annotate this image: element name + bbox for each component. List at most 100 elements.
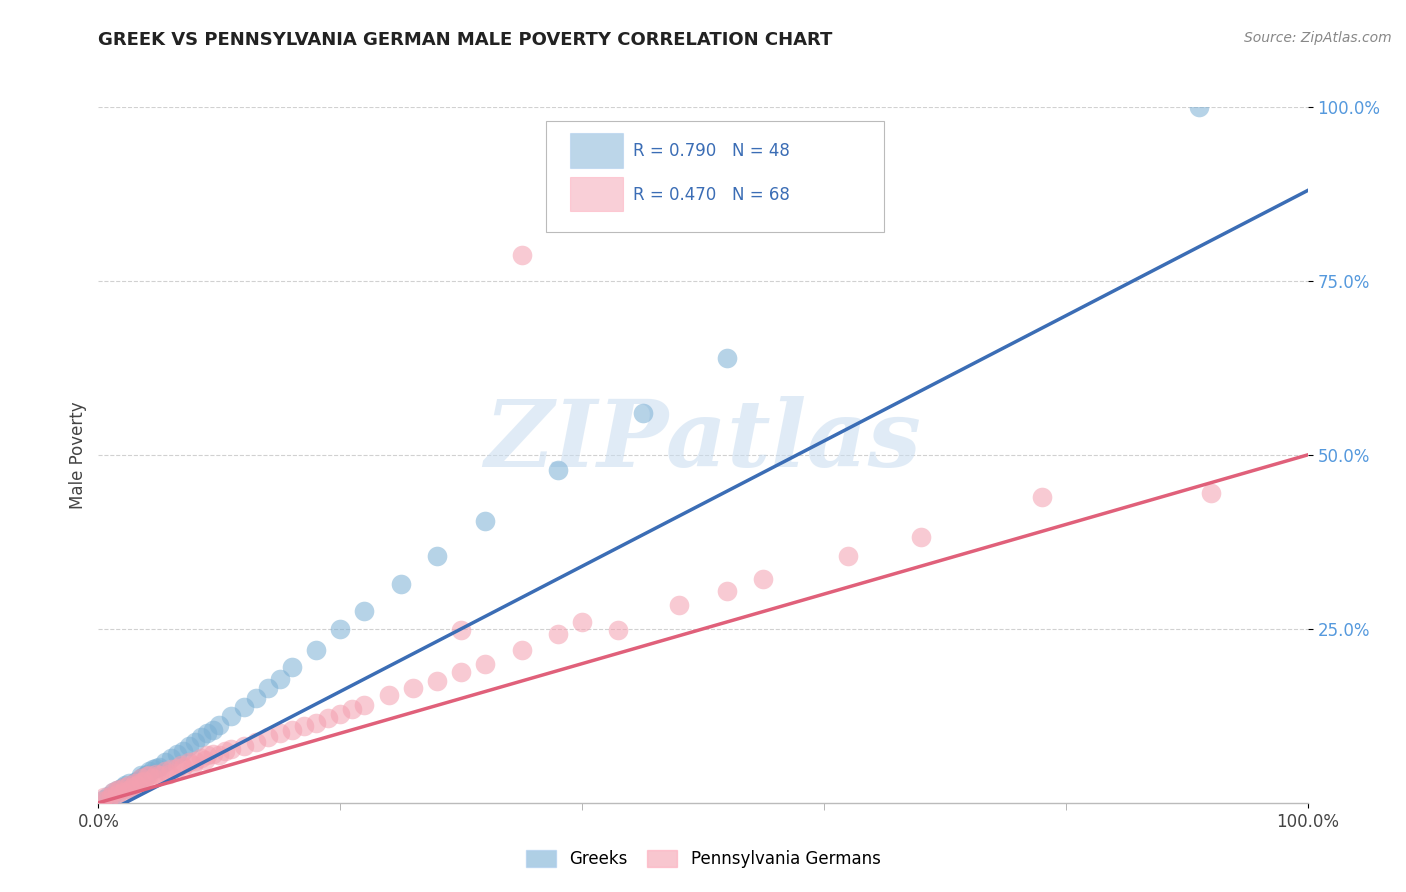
Point: [105, 788, 128, 802]
Point: [190, 730, 212, 744]
Point: [342, 702, 364, 716]
Point: [195, 748, 218, 763]
Point: [118, 776, 141, 790]
Point: [142, 763, 165, 777]
Point: [118, 778, 141, 792]
Point: [202, 723, 225, 737]
Point: [752, 572, 775, 586]
Point: [97, 789, 120, 803]
Point: [195, 726, 218, 740]
Point: [450, 665, 472, 679]
Point: [256, 730, 278, 744]
Point: [232, 699, 254, 714]
Point: [510, 642, 533, 657]
Point: [153, 764, 176, 779]
Point: [305, 642, 328, 657]
Point: [177, 756, 201, 770]
Point: [100, 789, 122, 803]
Legend: Greeks, Pennsylvania Germans: Greeks, Pennsylvania Germans: [519, 843, 887, 875]
Point: [153, 756, 176, 770]
Point: [510, 247, 533, 261]
Point: [426, 674, 449, 689]
Point: [202, 747, 225, 761]
Point: [105, 788, 128, 802]
Point: [129, 768, 152, 782]
Text: Source: ZipAtlas.com: Source: ZipAtlas.com: [1244, 31, 1392, 45]
Point: [114, 780, 136, 795]
Point: [837, 549, 859, 563]
Point: [166, 761, 188, 775]
Point: [172, 759, 194, 773]
Point: [134, 769, 156, 783]
Point: [127, 778, 149, 792]
Point: [114, 778, 136, 792]
Point: [353, 698, 375, 713]
Text: R = 0.470   N = 68: R = 0.470 N = 68: [633, 186, 790, 203]
Point: [329, 622, 352, 636]
Point: [184, 754, 207, 768]
Point: [426, 549, 449, 563]
Point: [221, 708, 243, 723]
Point: [148, 768, 170, 782]
Point: [129, 775, 152, 789]
Point: [377, 688, 399, 702]
Point: [329, 706, 352, 721]
Point: [245, 734, 267, 748]
Point: [1188, 100, 1211, 114]
Point: [169, 757, 191, 772]
Point: [91, 794, 114, 808]
Point: [127, 773, 149, 788]
Point: [160, 763, 183, 777]
Point: [208, 748, 231, 763]
Point: [190, 750, 212, 764]
Text: R = 0.790   N = 48: R = 0.790 N = 48: [633, 142, 790, 160]
Point: [184, 734, 207, 748]
Point: [118, 781, 141, 796]
Point: [353, 605, 375, 619]
Point: [181, 757, 204, 772]
Point: [305, 715, 328, 730]
Point: [221, 741, 243, 756]
Point: [450, 624, 472, 638]
Point: [716, 351, 738, 365]
Point: [1199, 486, 1222, 500]
Point: [474, 657, 496, 671]
Point: [135, 766, 157, 780]
FancyBboxPatch shape: [569, 178, 623, 211]
Point: [129, 772, 152, 786]
Point: [157, 766, 180, 780]
Point: [910, 530, 932, 544]
Point: [124, 775, 146, 789]
Point: [172, 744, 194, 758]
Point: [93, 790, 115, 805]
Point: [111, 780, 134, 795]
Point: [97, 792, 120, 806]
Point: [194, 753, 217, 767]
Point: [1031, 490, 1053, 504]
Point: [108, 781, 131, 796]
Point: [100, 790, 122, 805]
Point: [121, 778, 143, 792]
Point: [134, 773, 156, 788]
Point: [245, 691, 267, 706]
Point: [269, 672, 291, 686]
Point: [138, 764, 160, 779]
Text: GREEK VS PENNSYLVANIA GERMAN MALE POVERTY CORRELATION CHART: GREEK VS PENNSYLVANIA GERMAN MALE POVERT…: [98, 31, 832, 49]
Point: [142, 772, 165, 786]
Point: [214, 744, 236, 758]
Point: [166, 747, 188, 761]
Point: [716, 583, 738, 598]
Point: [631, 406, 654, 420]
Point: [668, 598, 690, 612]
Point: [281, 660, 304, 674]
Point: [571, 615, 593, 629]
Point: [105, 783, 128, 797]
Point: [389, 576, 412, 591]
Point: [129, 772, 152, 786]
Point: [135, 769, 157, 783]
Point: [101, 785, 124, 799]
Point: [105, 783, 128, 797]
Point: [547, 627, 569, 641]
Point: [292, 719, 315, 733]
Point: [607, 624, 630, 638]
